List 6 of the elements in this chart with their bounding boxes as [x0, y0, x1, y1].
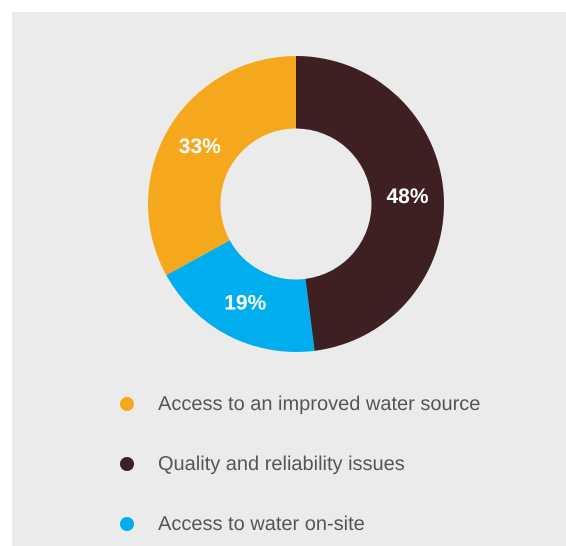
data-label: 19%	[224, 291, 267, 314]
legend-label: Access to water on-site	[158, 512, 365, 536]
legend-label: Access to an improved water source	[158, 392, 480, 416]
legend-label: Quality and reliability issues	[158, 452, 405, 476]
data-label: 48%	[386, 184, 429, 208]
data-label: 33%	[178, 134, 222, 158]
